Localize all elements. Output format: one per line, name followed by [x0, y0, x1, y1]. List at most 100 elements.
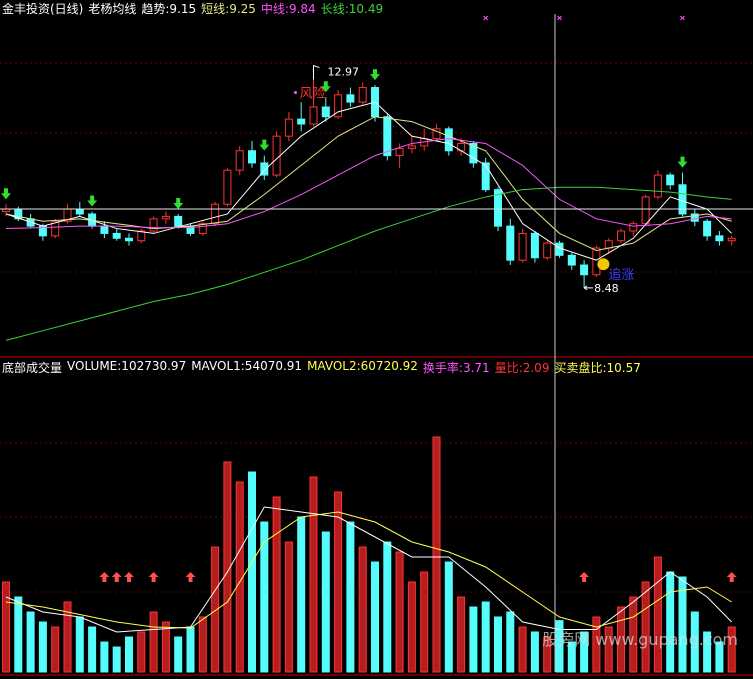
legend-entry: 长线:10.49 [320, 2, 384, 16]
candle-body [309, 106, 318, 125]
stat-label: 换手率:3.71 [422, 361, 490, 375]
down-arrow [677, 156, 688, 168]
volume-bar [420, 571, 429, 673]
down-arrow [259, 139, 270, 151]
volume-bar [469, 606, 478, 673]
volume-bar [715, 641, 724, 673]
low-pointer [583, 285, 594, 291]
volume-bar [678, 576, 687, 673]
candle-body [678, 184, 687, 215]
candle-body [653, 174, 662, 198]
volume-bar [88, 626, 97, 673]
candle-body [604, 240, 613, 249]
volume-bar [371, 561, 379, 673]
volume-label: VOLUME:102730.97 [67, 359, 187, 373]
watermark: 股旁网 www.gupang.com [542, 630, 738, 649]
volume-bar [272, 496, 281, 673]
volume-bar [186, 626, 195, 673]
candle-body [161, 215, 170, 220]
mavol-line [5, 511, 732, 629]
candle-body [641, 196, 650, 225]
candle-body [629, 223, 638, 232]
candle-body [407, 145, 416, 149]
legend-entry: 中线:9.84 [260, 2, 316, 16]
volume-bar [494, 616, 502, 673]
x-mark [680, 15, 685, 21]
volume-bar [653, 556, 662, 673]
candle-body [469, 142, 478, 164]
volume-bar [518, 626, 527, 673]
candle-body [727, 237, 736, 242]
candle-body [223, 169, 232, 205]
candle-body [112, 232, 121, 239]
volume-bar [2, 581, 10, 673]
volume-bar [14, 596, 23, 673]
volume-bar [63, 601, 72, 673]
candle-body [260, 162, 269, 176]
down-arrow [87, 195, 98, 207]
volume-bar [309, 476, 318, 673]
down-arrow [173, 197, 184, 209]
volume-bar [592, 616, 601, 673]
up-arrow [726, 572, 737, 582]
candle-body [383, 116, 392, 157]
volume-bar [223, 461, 232, 673]
up-arrow [579, 572, 590, 582]
candle-body [284, 118, 293, 137]
candle-body [272, 135, 281, 176]
volume-bar [38, 621, 47, 673]
volume-bar [358, 546, 367, 673]
volume-bar [248, 471, 256, 673]
candle-body [51, 220, 60, 237]
x-mark [483, 15, 489, 21]
ma-line [5, 116, 732, 251]
candle-body [149, 218, 158, 232]
candle-body [125, 237, 133, 242]
candle-body [211, 203, 220, 225]
candle-body [248, 150, 256, 164]
candle-body [530, 232, 539, 259]
volume-bar [543, 636, 552, 673]
price-header: 金丰投资(日线) 老杨均线 趋势:9.15 短线:9.25 中线:9.84 长线:10.4… [2, 0, 383, 17]
volume-bar [617, 606, 625, 673]
candle-body [432, 128, 441, 140]
candle-body [666, 174, 675, 186]
volume-bar [555, 620, 564, 673]
chart-title: 底部成交量 [2, 361, 63, 375]
ma-line [5, 186, 732, 341]
candle-body [617, 230, 625, 242]
candle-body [346, 94, 355, 103]
volume-bar [125, 636, 133, 673]
down-arrow [1, 188, 11, 200]
signal-label: 追涨 [608, 267, 634, 283]
candle-body [198, 223, 207, 234]
volume-bar [112, 646, 121, 673]
volume-bar [580, 631, 589, 673]
candle-body [703, 220, 712, 237]
ma-line [5, 138, 732, 230]
candle-body [100, 225, 109, 234]
legend-entry: MAVOL2:60720.92 [307, 359, 418, 373]
volume-bar [260, 521, 269, 673]
volume-bar [198, 616, 207, 673]
candle-body [567, 254, 576, 266]
up-arrow [99, 572, 110, 582]
chart-subtitle: 老杨均线 [88, 2, 137, 16]
volume-bar [137, 631, 146, 673]
chart-title: 金丰投资(日线) [2, 2, 84, 16]
volume-bar [235, 481, 244, 673]
signal-dot [294, 91, 297, 95]
candle-body [334, 94, 343, 118]
candle-body [235, 150, 244, 171]
candle-body [518, 232, 527, 261]
candle-body [506, 225, 515, 261]
volume-bar [75, 616, 84, 673]
volume-bar [211, 546, 220, 673]
candle-body [494, 189, 502, 227]
candle-body [580, 264, 589, 276]
down-arrow [320, 81, 331, 93]
legend-entry: 短线:9.25 [201, 2, 256, 16]
candle-body [358, 87, 367, 103]
volume-bar [666, 571, 675, 673]
volume-bar [629, 596, 638, 673]
